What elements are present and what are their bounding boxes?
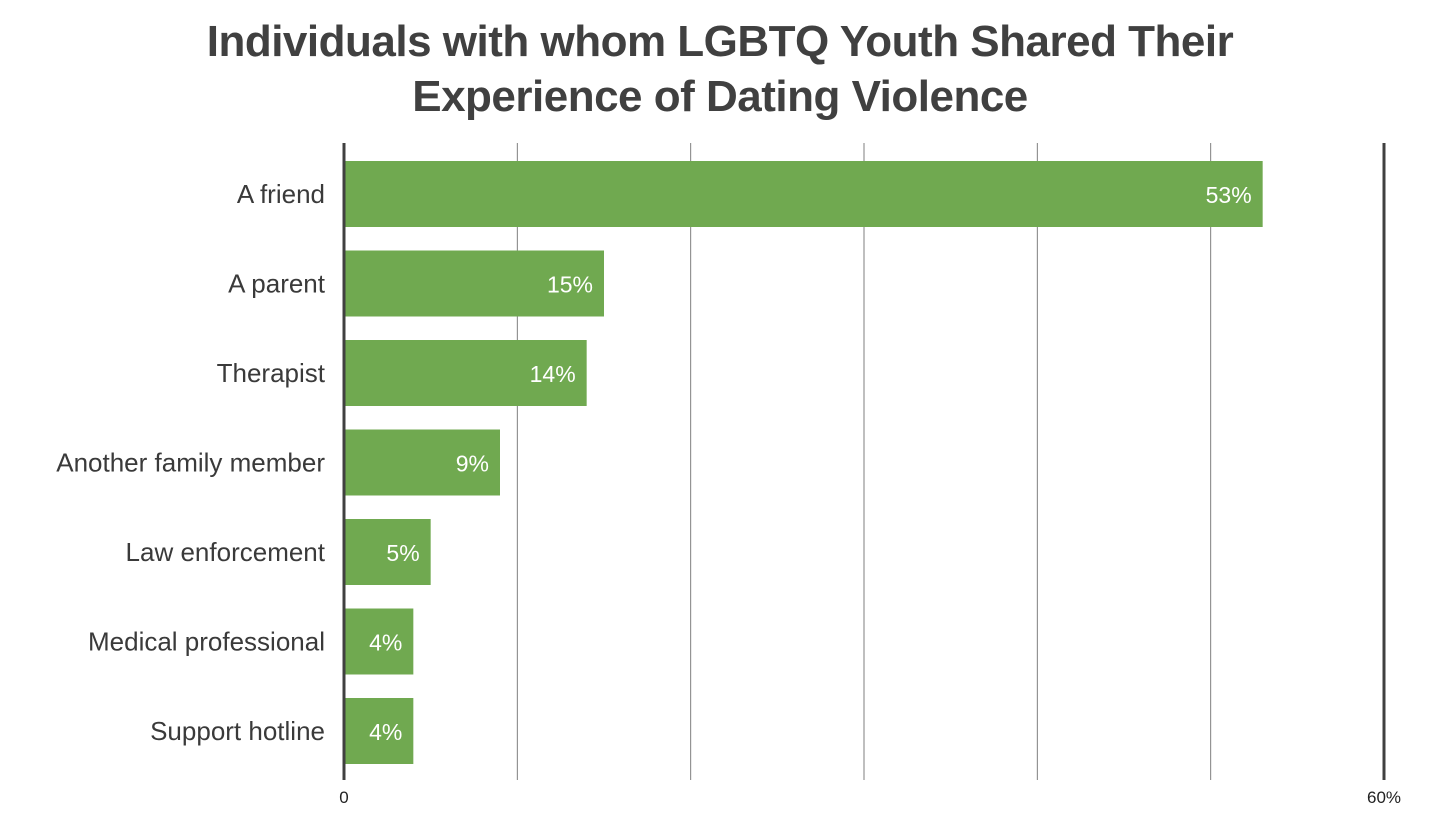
category-label: Support hotline: [150, 716, 325, 746]
labels: A friend 53% A parent 15% Therapist 14% Anothe…: [56, 179, 1401, 807]
data-label: 4%: [369, 630, 402, 656]
category-label: Therapist: [217, 358, 326, 388]
x-tick-label: 0: [339, 788, 348, 807]
data-label: 4%: [369, 719, 402, 745]
axes: [342, 143, 1386, 780]
data-label: 53%: [1206, 182, 1252, 208]
chart-title: Individuals with whom LGBTQ Youth Shared…: [206, 17, 1234, 121]
bar: [345, 429, 500, 496]
category-label: Another family member: [56, 448, 325, 478]
category-label: Law enforcement: [126, 537, 326, 567]
data-label: 5%: [386, 540, 419, 566]
x-tick-label: 60%: [1367, 788, 1401, 807]
bar: [345, 340, 587, 406]
data-label: 15%: [547, 272, 593, 298]
bar: [345, 250, 604, 317]
bar: [345, 608, 414, 675]
gridlines: [516, 143, 1212, 780]
bars: [345, 161, 1263, 764]
category-label: A friend: [237, 179, 325, 209]
data-label: 14%: [530, 361, 576, 387]
category-label: Medical professional: [88, 627, 325, 657]
category-label: A parent: [228, 269, 326, 299]
data-label: 9%: [456, 451, 489, 477]
bar: [345, 519, 431, 585]
bar: [345, 161, 1263, 227]
bar: [345, 698, 414, 764]
